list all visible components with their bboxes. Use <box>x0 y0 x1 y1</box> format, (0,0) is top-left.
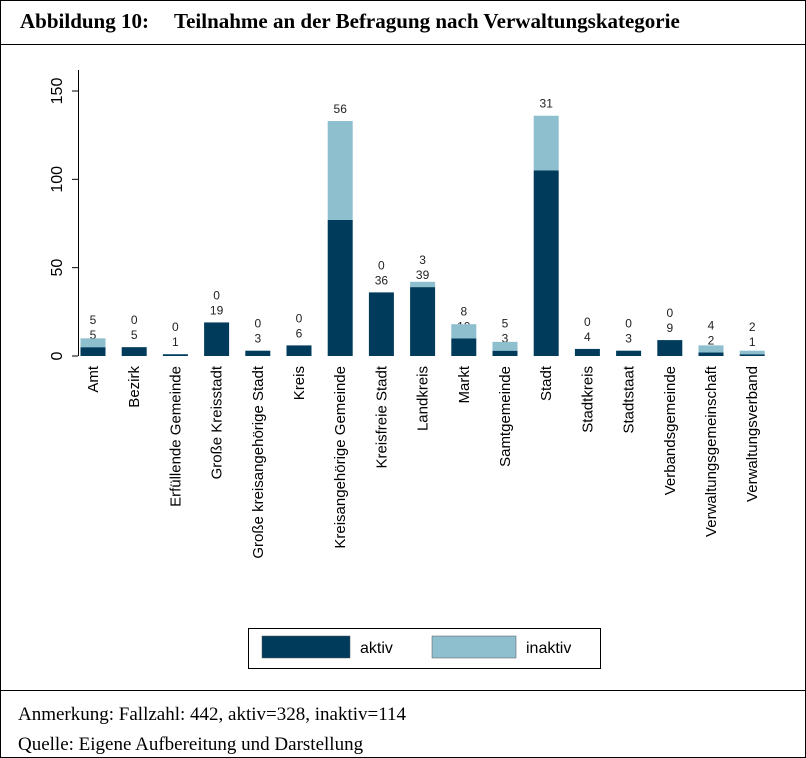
x-tick-label: Verwaltungsverband <box>744 366 761 502</box>
bar-segment <box>451 324 477 339</box>
data-label: 3 <box>419 253 426 267</box>
note: Quelle: Eigene Aufbereitung und Darstell… <box>18 734 364 755</box>
x-tick-label: Erfüllende Gemeinde <box>167 366 184 507</box>
data-label: 0 <box>625 317 632 331</box>
y-tick-label: 0 <box>49 351 66 360</box>
bar-segment <box>533 115 559 171</box>
bar-segment <box>327 219 353 356</box>
data-label: 31 <box>540 97 554 111</box>
bar-segment <box>410 281 436 288</box>
data-label: 56 <box>334 102 348 116</box>
legend-swatch <box>261 635 351 659</box>
data-label: 3 <box>254 332 261 346</box>
x-tick-label: Große Kreisstadt <box>209 365 226 479</box>
data-label: 0 <box>213 288 220 302</box>
data-label: 9 <box>666 321 673 335</box>
data-label: 0 <box>296 311 303 325</box>
data-label: 3 <box>502 332 509 346</box>
note: Anmerkung: Fallzahl: 442, aktiv=328, ina… <box>18 704 407 725</box>
x-tick-label: Kreisangehörige Gemeinde <box>332 366 349 549</box>
data-label: 5 <box>131 328 138 342</box>
x-tick-label: Stadt <box>538 365 555 401</box>
bar-segment <box>451 338 477 356</box>
x-tick-label: Markt <box>456 365 473 403</box>
bar-segment <box>204 322 230 356</box>
legend-label: aktiv <box>360 640 393 657</box>
data-label: 5 <box>502 317 509 331</box>
data-label: 4 <box>584 330 591 344</box>
bar-segment <box>327 121 353 220</box>
bar-segment <box>245 350 271 356</box>
bar-segment <box>368 292 394 356</box>
figure-label: Abbildung 10: <box>20 9 149 33</box>
y-tick-label: 150 <box>49 78 66 105</box>
legend-label: inaktiv <box>526 640 571 657</box>
x-tick-label: Amt <box>85 365 102 393</box>
bar-segment <box>698 352 724 356</box>
bar-segment <box>80 338 106 348</box>
data-label: 0 <box>172 320 179 334</box>
bar-segment <box>657 340 683 356</box>
bar-segment <box>410 287 436 356</box>
bar-segment <box>80 347 106 356</box>
data-label: 8 <box>460 304 467 318</box>
bar-segment <box>121 347 147 356</box>
bar-segment <box>739 354 765 356</box>
data-label: 1 <box>172 335 179 349</box>
data-label: 5 <box>90 328 97 342</box>
bar-segment <box>739 350 765 355</box>
x-tick-label: Stadtstaat <box>621 365 638 433</box>
data-label: 19 <box>210 303 224 317</box>
data-label: 39 <box>416 268 430 282</box>
bar-segment <box>162 354 188 356</box>
x-tick-label: Bezirk <box>126 366 143 408</box>
x-tick-label: Landkreis <box>415 366 432 431</box>
data-label: 4 <box>708 318 715 332</box>
x-tick-label: Kreisfreie Stadt <box>373 365 390 468</box>
data-label: 2 <box>708 333 715 347</box>
bar-segment <box>698 345 724 353</box>
bar-segment <box>492 341 518 351</box>
x-tick-label: Verwaltungsgemeinschaft <box>703 365 720 537</box>
y-tick-label: 100 <box>49 166 66 193</box>
data-label: 0 <box>584 315 591 329</box>
x-tick-label: Verbandsgemeinde <box>662 366 679 495</box>
data-label: 3 <box>625 332 632 346</box>
data-label: 1 <box>749 335 756 349</box>
data-label: 2 <box>749 320 756 334</box>
bar-segment <box>616 350 642 356</box>
bar-segment <box>492 350 518 356</box>
x-tick-label: Kreis <box>291 366 308 400</box>
figure-title: Teilnahme an der Befragung nach Verwaltu… <box>174 9 680 33</box>
legend-swatch <box>431 635 517 659</box>
data-label: 0 <box>254 317 261 331</box>
y-tick-label: 50 <box>49 259 66 277</box>
bar-segment <box>533 170 559 356</box>
data-label: 0 <box>131 313 138 327</box>
bar-segment <box>286 345 312 356</box>
data-label: 36 <box>375 273 389 287</box>
data-label: 0 <box>666 306 673 320</box>
bar-segment <box>574 348 600 356</box>
data-label: 5 <box>90 313 97 327</box>
x-tick-label: Große kreisangehörige Stadt <box>250 365 267 558</box>
data-label: 6 <box>296 326 303 340</box>
x-tick-label: Samtgemeinde <box>497 366 514 467</box>
x-tick-label: Stadtkreis <box>579 366 596 433</box>
data-label: 0 <box>378 258 385 272</box>
